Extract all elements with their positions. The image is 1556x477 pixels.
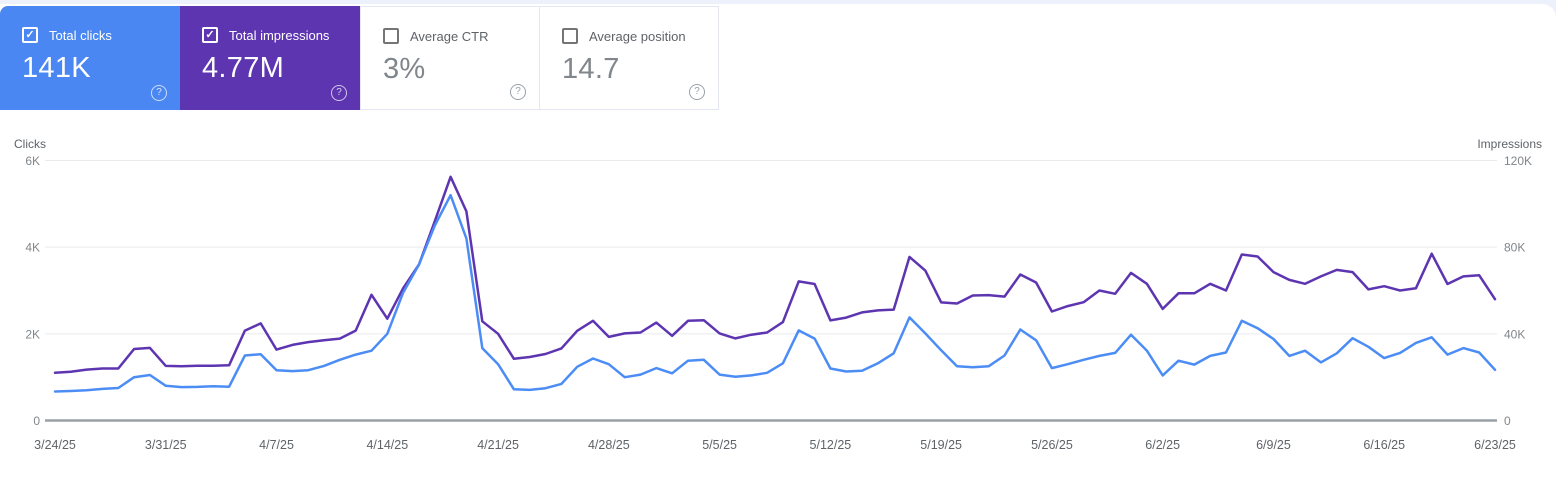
checkbox-checked-icon[interactable]: ✓ — [22, 27, 38, 43]
card-label-average-position: Average position — [589, 28, 686, 44]
x-tick-label: 6/9/25 — [1256, 438, 1291, 452]
x-tick-label: 5/12/25 — [810, 438, 852, 452]
card-label-average-ctr: Average CTR — [410, 28, 489, 44]
card-label-total-clicks: Total clicks — [49, 27, 112, 43]
card-average-ctr[interactable]: Average CTR 3% ? — [360, 6, 540, 110]
x-tick-label: 4/7/25 — [259, 438, 294, 452]
checkbox-unchecked-icon[interactable] — [383, 28, 399, 44]
x-tick-label: 3/24/25 — [34, 438, 76, 452]
left-axis-tick: 0 — [33, 414, 40, 428]
help-icon[interactable]: ? — [331, 85, 347, 101]
x-tick-label: 6/16/25 — [1363, 438, 1405, 452]
card-header: ✓ Total clicks — [22, 27, 164, 43]
average-position-value: 14.7 — [562, 53, 620, 85]
x-tick-label: 5/5/25 — [702, 438, 737, 452]
x-tick-label: 6/2/25 — [1145, 438, 1180, 452]
total-clicks-value: 141K — [22, 52, 91, 84]
card-header: Average position — [562, 28, 702, 44]
x-tick-label: 4/28/25 — [588, 438, 630, 452]
left-axis-title: Clicks — [14, 137, 46, 151]
x-tick-label: 3/31/25 — [145, 438, 187, 452]
clicks-line — [53, 193, 1497, 393]
card-total-impressions[interactable]: ✓ Total impressions 4.77M ? — [180, 6, 360, 110]
card-total-clicks[interactable]: ✓ Total clicks 141K ? — [0, 6, 180, 110]
average-ctr-value: 3% — [383, 53, 426, 85]
total-impressions-value: 4.77M — [202, 52, 285, 84]
x-tick-label: 5/19/25 — [920, 438, 962, 452]
metric-cards: ✓ Total clicks 141K ? ✓ Total impression… — [0, 6, 719, 110]
impressions-line — [53, 175, 1497, 375]
right-axis-tick: 40K — [1504, 327, 1525, 341]
checkbox-unchecked-icon[interactable] — [562, 28, 578, 44]
left-axis-tick: 4K — [25, 241, 40, 255]
card-header: Average CTR — [383, 28, 523, 44]
right-axis-tick: 120K — [1504, 154, 1532, 168]
right-axis-title: Impressions — [1477, 137, 1542, 151]
right-axis-tick: 80K — [1504, 241, 1525, 255]
card-average-position[interactable]: Average position 14.7 ? — [539, 6, 719, 110]
help-icon[interactable]: ? — [151, 85, 167, 101]
help-icon[interactable]: ? — [510, 84, 526, 100]
x-tick-label: 4/14/25 — [366, 438, 408, 452]
left-axis-tick: 6K — [25, 154, 40, 168]
x-tick-label: 6/23/25 — [1474, 438, 1516, 452]
right-axis-tick: 0 — [1504, 414, 1511, 428]
card-label-total-impressions: Total impressions — [229, 27, 330, 43]
x-tick-label: 5/26/25 — [1031, 438, 1073, 452]
x-tick-label: 4/21/25 — [477, 438, 519, 452]
left-axis-tick: 2K — [25, 327, 40, 341]
checkbox-checked-icon[interactable]: ✓ — [202, 27, 218, 43]
help-icon[interactable]: ? — [689, 84, 705, 100]
card-header: ✓ Total impressions — [202, 27, 344, 43]
